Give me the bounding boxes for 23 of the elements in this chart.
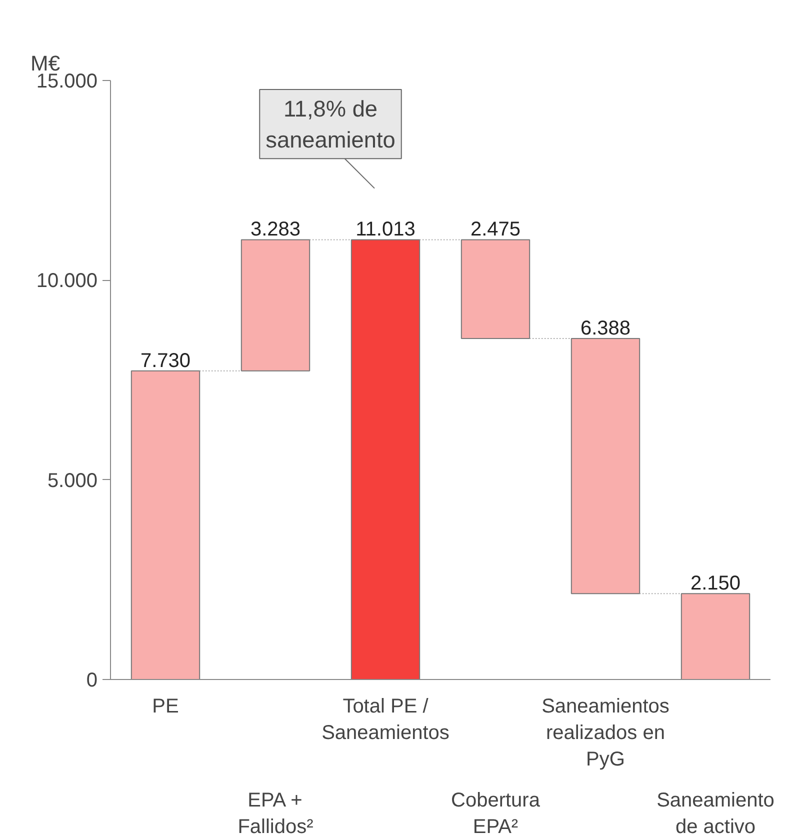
y-tick-label: 15.000 <box>36 70 98 92</box>
data-label: 11.013 <box>356 218 416 241</box>
data-label: 7.730 <box>140 350 191 372</box>
data-label: 6.388 <box>580 318 631 340</box>
bar <box>350 239 420 680</box>
bar <box>680 593 750 680</box>
y-tick-label: 5.000 <box>47 470 98 492</box>
bar <box>460 239 530 340</box>
x-tick-label: Saneamiento de activo <box>656 790 774 838</box>
data-label: 2.475 <box>470 218 521 241</box>
x-tick-label: PE <box>152 696 179 718</box>
x-tick-label: EPA + Fallidos² <box>238 790 314 838</box>
annotation: 11,8% de saneamiento <box>266 95 396 153</box>
y-tick-label: 0 <box>86 670 98 692</box>
bar <box>240 239 310 372</box>
data-label: 2.150 <box>690 572 741 595</box>
bar <box>570 338 640 594</box>
x-tick-label: Saneamientos realizados en PyG <box>542 696 670 770</box>
data-label: 3.283 <box>250 218 301 241</box>
x-tick-label: Total PE / Saneamientos <box>322 696 450 744</box>
y-tick-label: 10.000 <box>36 270 98 292</box>
x-tick-label: Cobertura EPA² <box>451 790 541 838</box>
bar <box>130 370 200 680</box>
